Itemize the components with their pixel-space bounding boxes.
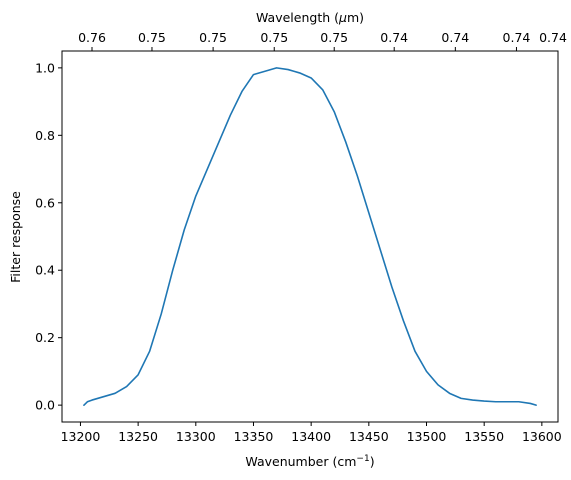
x-axis-title: Wavenumber (cm−1)	[245, 454, 374, 469]
top-axis-title-mu: μ	[338, 10, 347, 25]
bottom-x-axis: 13200 13250 13300 13350 13400 13450 13500 13550…	[61, 422, 562, 444]
x-axis-title-main: Wavenumber (cm	[245, 454, 356, 469]
left-y-axis: 0.0 0.2 0.4 0.6 0.8 1.0	[35, 60, 62, 413]
x-axis-title-end: )	[370, 454, 375, 469]
y-tick-label: 1.0	[35, 60, 55, 75]
y-axis-title: Filter response	[8, 191, 23, 283]
x-axis-title-sup: −1	[356, 454, 369, 464]
y-tick-label: 0.8	[35, 128, 55, 143]
x-tick-label: 13550	[464, 429, 504, 444]
y-tick-label: 0.4	[35, 263, 55, 278]
x-tick-label: 13500	[407, 429, 447, 444]
axes-frame	[61, 50, 559, 423]
top-x-axis: 0.76 0.75 0.75 0.75 0.75 0.74 0.74 0.74 0.74	[78, 30, 567, 51]
top-axis-title-pre: Wavelength (	[256, 10, 339, 25]
x-tick-label: 13450	[349, 429, 389, 444]
x-tick-label: 13400	[291, 429, 331, 444]
top-tick-label: 0.75	[199, 30, 227, 45]
top-tick-label: 0.75	[138, 30, 166, 45]
y-tick-label: 0.6	[35, 195, 55, 210]
top-tick-label: 0.74	[503, 30, 531, 45]
top-tick-label: 0.74	[380, 30, 408, 45]
top-tick-label: 0.76	[78, 30, 106, 45]
series-layer	[83, 67, 537, 406]
x-tick-label: 13350	[234, 429, 274, 444]
top-axis-title-post: m)	[347, 10, 364, 25]
x-tick-label: 13200	[61, 429, 101, 444]
y-tick-label: 0.2	[35, 330, 55, 345]
x-tick-label: 13300	[176, 429, 216, 444]
x-tick-label: 13600	[522, 429, 562, 444]
y-tick-label: 0.0	[35, 398, 55, 413]
top-tick-label: 0.74	[441, 30, 469, 45]
series-line-0	[83, 67, 537, 406]
top-tick-label: 0.75	[320, 30, 348, 45]
top-tick-label: 0.74	[539, 30, 567, 45]
x-tick-label: 13250	[118, 429, 158, 444]
top-axis-title: Wavelength (μm)	[256, 10, 364, 25]
top-tick-label: 0.75	[260, 30, 288, 45]
